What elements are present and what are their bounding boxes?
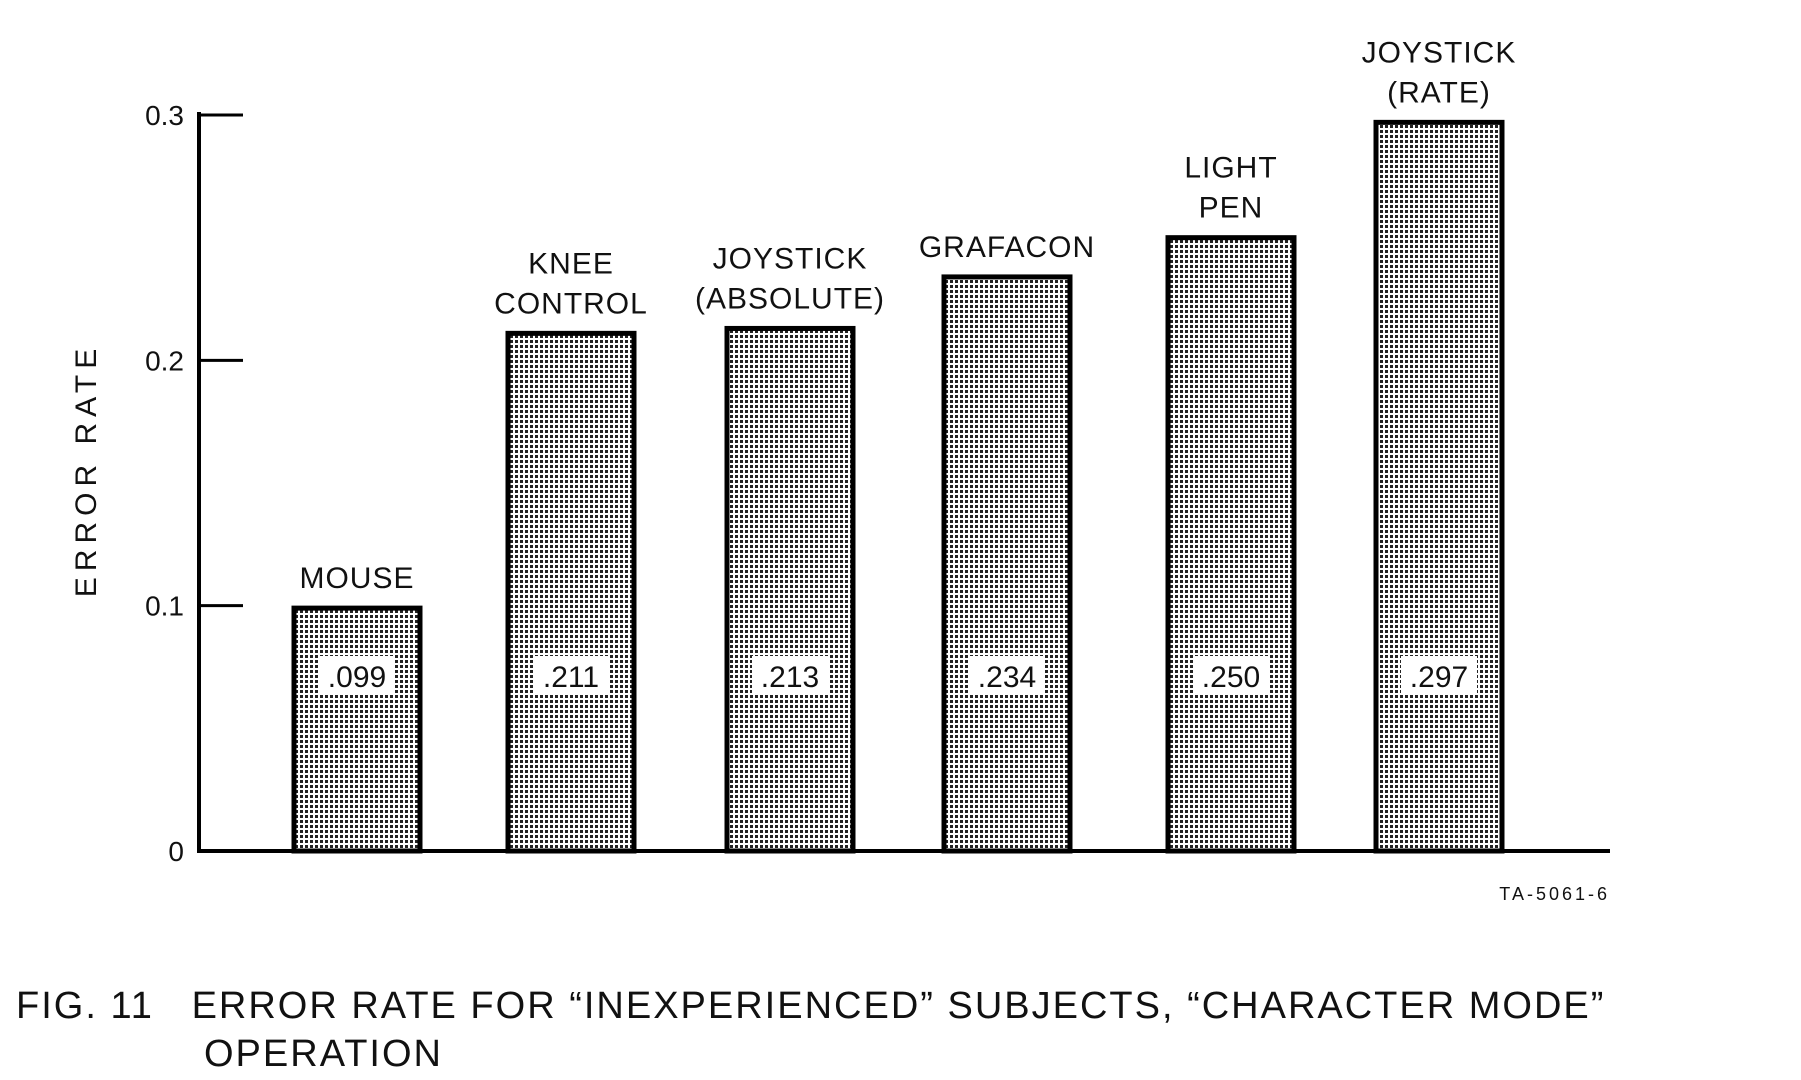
value-label-background bbox=[1193, 656, 1269, 694]
value-label-background bbox=[319, 656, 395, 694]
value-label-background bbox=[969, 656, 1045, 694]
category-label: JOYSTICK bbox=[713, 242, 868, 275]
category-label: (RATE) bbox=[1387, 76, 1491, 109]
category-label: JOYSTICK bbox=[1362, 36, 1517, 69]
value-label: .211 bbox=[543, 661, 599, 694]
category-label: CONTROL bbox=[494, 287, 648, 320]
value-label-background bbox=[533, 656, 609, 694]
value-label: .297 bbox=[1410, 661, 1468, 694]
caption-line-1: FIG. 11 ERROR RATE FOR “INEXPERIENCED” S… bbox=[16, 985, 1605, 1027]
value-label: .213 bbox=[761, 661, 819, 694]
category-label: PEN bbox=[1199, 192, 1264, 225]
category-label: LIGHT bbox=[1184, 152, 1277, 185]
value-label: .234 bbox=[978, 661, 1036, 694]
y-axis-label: ERROR RATE bbox=[70, 343, 103, 597]
category-label: GRAFACON bbox=[919, 231, 1095, 264]
value-label-background bbox=[752, 656, 828, 694]
category-label: MOUSE bbox=[299, 562, 414, 595]
value-label: .250 bbox=[1202, 661, 1260, 694]
bar bbox=[941, 274, 1073, 854]
bar bbox=[505, 330, 637, 854]
caption-line-2: OPERATION bbox=[204, 1033, 443, 1075]
y-tick-label: 0 bbox=[168, 836, 184, 867]
y-tick-label: 0.1 bbox=[145, 591, 184, 622]
bar bbox=[724, 325, 856, 854]
bar bbox=[1165, 235, 1297, 854]
value-label: .099 bbox=[328, 661, 386, 694]
value-label-background bbox=[1401, 656, 1477, 694]
figure-note: TA-5061-6 bbox=[1499, 884, 1610, 904]
y-tick-label: 0.3 bbox=[145, 100, 184, 131]
bar bbox=[1373, 119, 1505, 854]
category-label: (ABSOLUTE) bbox=[695, 282, 885, 315]
bar bbox=[291, 605, 423, 854]
y-tick-label: 0.2 bbox=[145, 345, 184, 376]
category-label: KNEE bbox=[528, 247, 614, 280]
